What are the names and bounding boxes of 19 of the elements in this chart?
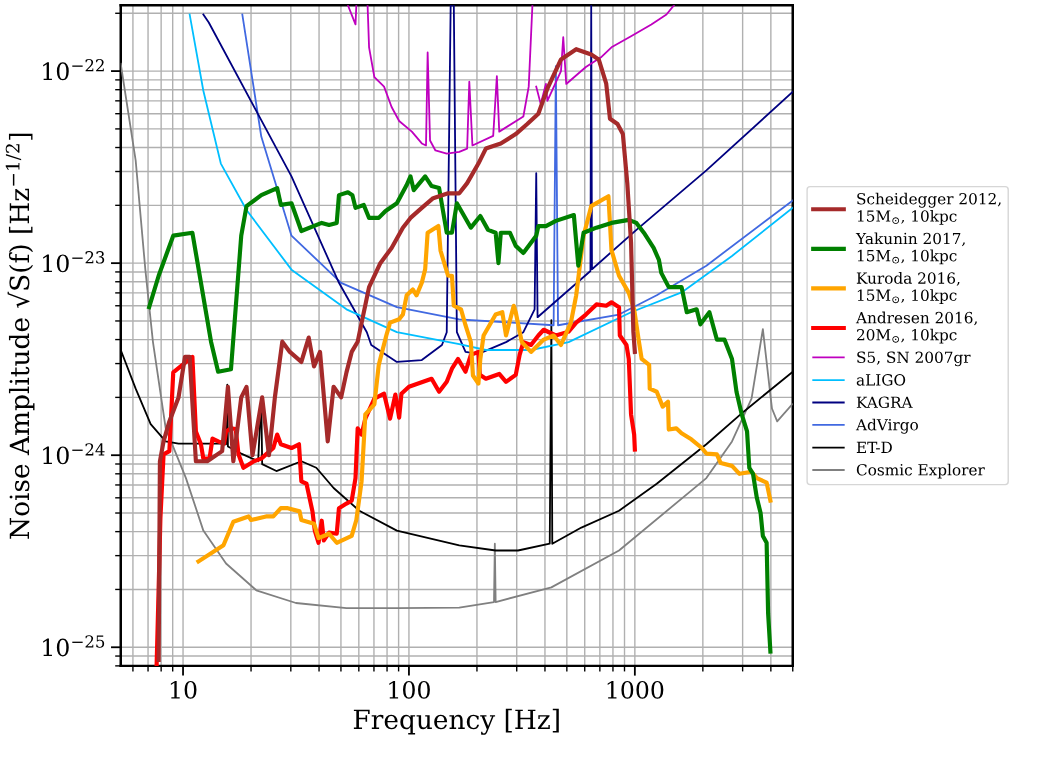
legend-label: Kuroda 2016, 15M$_{⊙}$, 10kpc [856, 272, 960, 304]
legend-label: AdVirgo [855, 418, 918, 434]
legend-label: S5, SN 2007gr [857, 351, 971, 367]
legend-label: Scheidegger 2012, 15M$_{⊙}$, 10kpc [857, 192, 1001, 225]
legend-label: Cosmic Explorer [856, 463, 985, 479]
legend-label: Yakunin 2017, 15M$_{⊙}$, 10kpc [855, 232, 965, 265]
y-axis-title: Noise Amplitude √S(f) [Hz$^{−1/2}$] [5, 133, 35, 539]
x-tick-label: 10 [170, 680, 197, 699]
x-tick-label: 1000 [607, 680, 664, 699]
y-tick-label: 10$^{−25}$ [43, 635, 105, 657]
y-tick-label: 10$^{−23}$ [43, 251, 105, 273]
x-tick-label: 100 [389, 680, 430, 699]
y-tick-label: 10$^{−24}$ [43, 443, 105, 465]
x-axis-title: Frequency [Hz] [353, 708, 559, 735]
legend-label: ET-D [856, 441, 892, 453]
legend-label: aLIGO [856, 374, 906, 386]
y-tick-label: 10$^{−22}$ [43, 59, 104, 81]
legend-label: Andresen 2016, 20M$_{⊙}$, 10kpc [855, 311, 977, 344]
legend-label: KAGRA [856, 396, 913, 409]
